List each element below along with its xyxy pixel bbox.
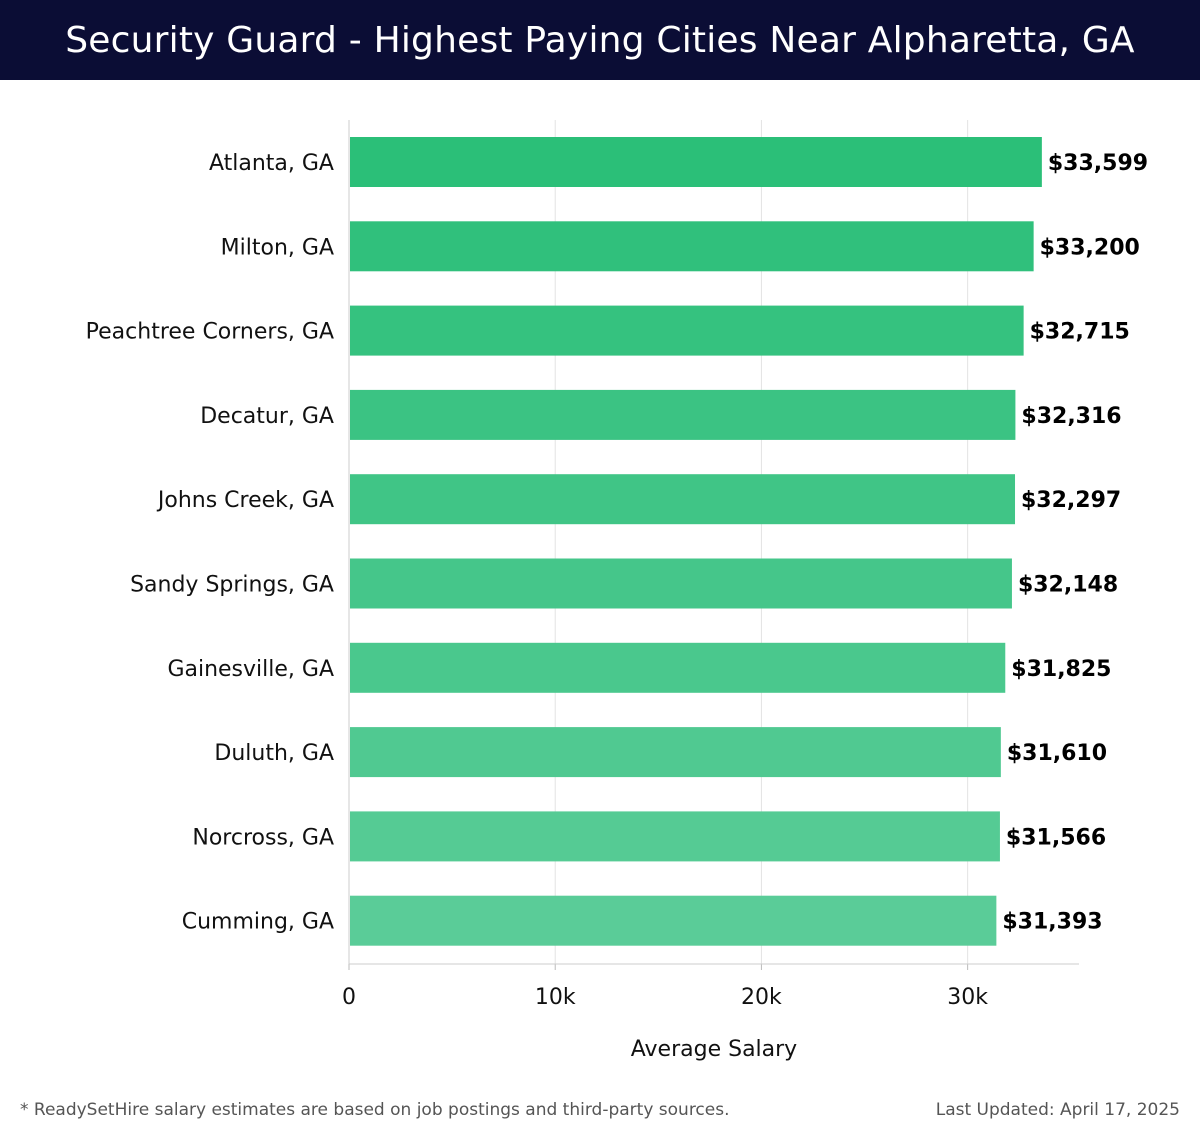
x-tick-label: 30k [947, 985, 988, 1010]
chart-title: Security Guard - Highest Paying Cities N… [65, 19, 1135, 61]
footer-note: * ReadySetHire salary estimates are base… [20, 1100, 730, 1120]
category-label: Gainesville, GA [167, 657, 334, 682]
category-label: Norcross, GA [192, 825, 334, 850]
value-label: $31,566 [1006, 825, 1106, 850]
value-label: $32,715 [1030, 320, 1130, 345]
x-axis-title: Average Salary [631, 1037, 797, 1062]
bar [350, 558, 1012, 609]
category-label: Atlanta, GA [209, 151, 334, 176]
bar [350, 642, 1006, 693]
category-label: Peachtree Corners, GA [86, 320, 334, 345]
value-label: $31,610 [1007, 741, 1107, 766]
bar [350, 895, 997, 946]
value-label: $31,393 [1002, 910, 1102, 935]
category-label: Cumming, GA [182, 910, 334, 935]
bar [350, 137, 1042, 187]
value-label: $31,825 [1011, 657, 1111, 682]
category-label: Johns Creek, GA [156, 488, 334, 513]
value-label: $32,148 [1018, 573, 1118, 598]
category-label: Duluth, GA [214, 741, 334, 766]
category-label: Decatur, GA [200, 404, 334, 429]
bar [350, 389, 1016, 440]
bar [350, 305, 1024, 356]
bar [350, 727, 1001, 778]
x-tick-label: 10k [535, 985, 576, 1010]
bar [350, 221, 1034, 272]
chart-header: Security Guard - Highest Paying Cities N… [0, 0, 1200, 80]
category-label: Milton, GA [221, 235, 334, 260]
value-label: $32,316 [1021, 404, 1121, 429]
x-tick-label: 0 [342, 985, 356, 1010]
last-updated: Last Updated: April 17, 2025 [935, 1100, 1180, 1120]
bar [350, 474, 1016, 525]
bar [350, 811, 1000, 862]
x-tick-label: 20k [741, 985, 782, 1010]
labels: 0 10k 20k 30k Atlanta, GA $33,599 Milton, GA $3… [86, 151, 1148, 1062]
bars [350, 137, 1042, 946]
value-label: $32,297 [1021, 488, 1121, 513]
bar-chart: 0 10k 20k 30k Atlanta, GA $33,599 Milton, GA $3… [86, 120, 1148, 1062]
value-label: $33,599 [1048, 151, 1148, 176]
value-label: $33,200 [1040, 235, 1140, 260]
category-label: Sandy Springs, GA [130, 573, 334, 598]
